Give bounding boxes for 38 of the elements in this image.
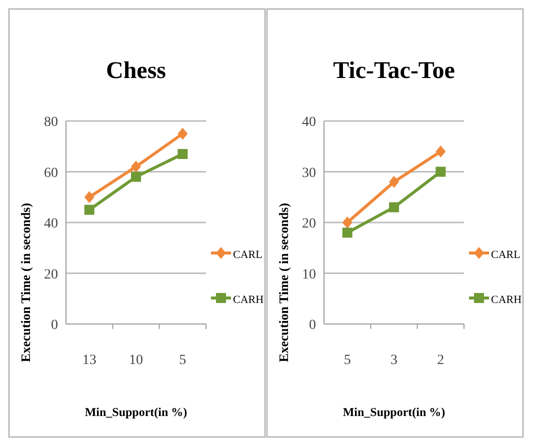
point [436, 166, 446, 177]
point [84, 191, 94, 204]
point [84, 204, 94, 215]
y-axis-title: Execution Time ( in seconds) [276, 202, 291, 362]
point [178, 128, 188, 140]
chart-title: Tic-Tac-Toe [333, 58, 456, 84]
point [131, 160, 141, 173]
y-tick-label: 30 [302, 166, 316, 181]
x-tick-label: 13 [82, 353, 96, 368]
point [389, 202, 399, 212]
x-tick-label: 5 [344, 353, 351, 368]
y-tick-label: 40 [302, 115, 316, 130]
y-tick-label: 80 [44, 115, 58, 130]
y-tick-label: 0 [309, 318, 316, 333]
x-axis-title: Min_Support(in %) [342, 405, 446, 419]
y-tick-label: 40 [44, 216, 58, 232]
legend-label: CARL [233, 249, 263, 261]
point [389, 176, 399, 188]
legend-label: CARH [491, 294, 522, 306]
point [436, 145, 446, 158]
y-tick-label: 10 [302, 267, 316, 282]
x-axis-title: Min_Support(in %) [84, 405, 188, 419]
y-tick-label: 60 [44, 166, 58, 181]
point [131, 172, 141, 182]
y-tick-label: 20 [302, 216, 316, 232]
y-tick-label: 20 [44, 267, 58, 282]
y-tick-label: 0 [51, 318, 58, 333]
x-tick-label: 2 [437, 353, 444, 368]
x-tick-label: 5 [179, 353, 186, 368]
x-tick-label: 3 [390, 353, 398, 368]
legend-label: CARH [233, 294, 264, 306]
legend-label: CARL [491, 249, 521, 261]
point [342, 216, 352, 228]
chart-title: Chess [106, 58, 166, 84]
y-axis-title: Execution Time ( in seconds) [18, 202, 33, 362]
x-tick-label: 10 [129, 353, 143, 368]
point [342, 228, 352, 238]
point [178, 148, 188, 159]
